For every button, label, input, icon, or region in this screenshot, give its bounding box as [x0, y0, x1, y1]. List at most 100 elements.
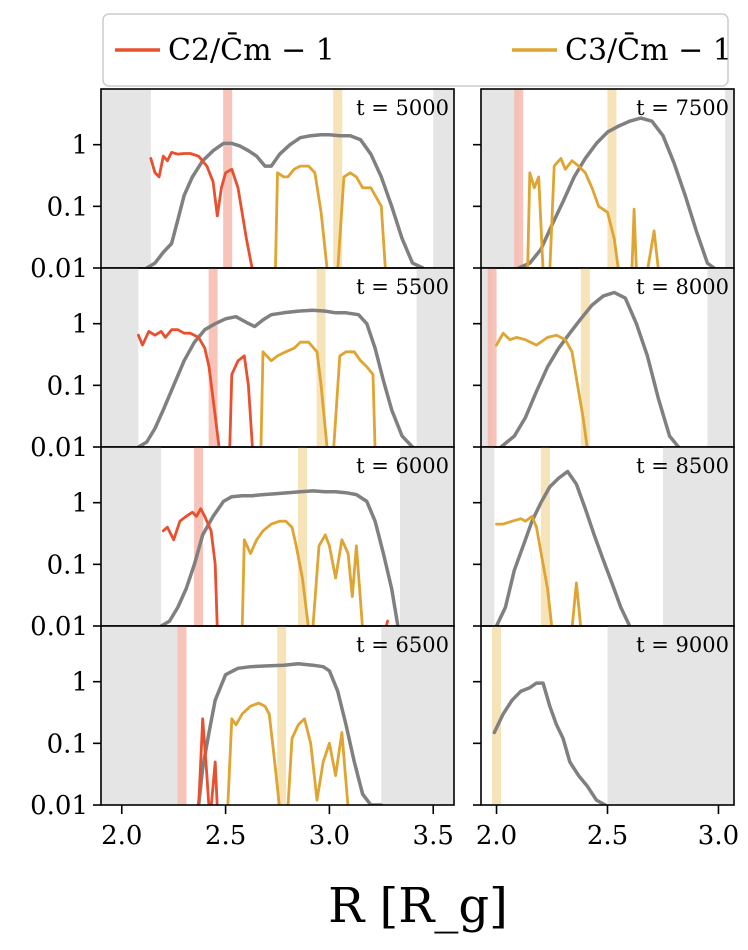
shaded-region [101, 447, 162, 626]
panel-time-label: t = 6500 [356, 633, 449, 657]
shaded-region [416, 268, 454, 447]
panel-plot-area [101, 447, 454, 626]
panel-0: 1 0.1 0.01 t = 5000 [30, 88, 455, 284]
y-tick-label: 1 [71, 310, 88, 340]
y-tick-label: 0.1 [47, 192, 88, 222]
c2-band [194, 447, 204, 626]
panel-plot-area [101, 626, 454, 805]
panel-plot-area [481, 268, 734, 447]
panel-plot-area [101, 268, 454, 447]
c2-line [149, 151, 254, 268]
panel-7: t = 9000 [473, 625, 735, 806]
shaded-region [101, 626, 178, 805]
envelope-line [494, 469, 632, 626]
x-tick-label: 2.5 [205, 821, 246, 851]
c3-band [297, 447, 307, 626]
legend: C2/C̄m − 1 C3/C̄m − 1 [102, 13, 732, 87]
panel-plot-area [101, 89, 454, 268]
c3-band [316, 268, 326, 447]
panel-plot-area [481, 89, 734, 268]
c3-band [607, 89, 617, 268]
y-tick-label: 0.01 [30, 254, 88, 284]
panel-time-label: t = 7500 [636, 96, 729, 120]
c3-band [580, 268, 590, 447]
shaded-region [607, 626, 734, 805]
c2-line [161, 507, 219, 626]
c3-line [526, 171, 545, 268]
panel-time-label: t = 5500 [356, 275, 449, 299]
c3-line [570, 581, 583, 626]
panel-3: 1 0.1 0.01 t = 6500 [30, 625, 455, 821]
shaded-region [707, 268, 734, 447]
panel-plot-area [481, 447, 734, 626]
x-tick-label: 2.5 [587, 821, 628, 851]
c3-line [286, 717, 350, 805]
shaded-region [481, 268, 493, 447]
c3-band [540, 447, 550, 626]
panel-2: 1 0.1 0.01 t = 6000 [30, 446, 455, 642]
c3-line [548, 157, 620, 268]
x-axis-label: R [R_g] [328, 878, 508, 934]
shaded-region [725, 89, 734, 268]
y-tick-label: 1 [71, 668, 88, 698]
shaded-region [481, 89, 519, 268]
shaded-region [101, 89, 151, 268]
panel-time-label: t = 5000 [356, 96, 449, 120]
panels: 1 0.1 0.01 t = 5000 1 0.1 0.01 t = 5500 1 0.1 0.01… [30, 88, 735, 821]
x-tick-label: 3.5 [413, 821, 454, 851]
y-tick-label: 0.01 [30, 612, 88, 642]
c2-band [177, 626, 187, 805]
y-tick-label: 1 [71, 131, 88, 161]
y-tick-label: 0.1 [47, 550, 88, 580]
panel-time-label: t = 9000 [636, 633, 729, 657]
y-tick-label: 0.01 [30, 433, 88, 463]
panel-frame [100, 625, 455, 806]
legend-box [102, 13, 729, 87]
envelope-line [196, 662, 384, 805]
y-tick-label: 0.1 [47, 371, 88, 401]
shaded-region [381, 626, 454, 805]
y-tick-label: 0.01 [30, 791, 88, 821]
c2-band [487, 268, 497, 447]
c3-band [333, 89, 343, 268]
shaded-region [400, 447, 454, 626]
panel-time-label: t = 8500 [636, 454, 729, 478]
c3-line [336, 171, 387, 268]
c2-band [514, 89, 524, 268]
shaded-region [101, 268, 139, 447]
c3-band [492, 626, 502, 805]
panel-6: t = 8500 [473, 446, 735, 627]
x-tick-label: 3.0 [309, 821, 350, 851]
c3-line [274, 164, 329, 268]
x-tick-label: 2.0 [101, 821, 142, 851]
c2-line [209, 760, 219, 805]
envelope-line [144, 132, 425, 268]
c2-line [137, 328, 221, 447]
c3-line [259, 340, 329, 447]
c2-line [197, 717, 211, 805]
c2-line [384, 619, 389, 626]
shaded-region [481, 447, 495, 626]
c3-line [495, 515, 554, 626]
x-axes: 2.0 2.5 3.0 3.5 2.0 2.5 3.0 [101, 805, 739, 851]
panel-time-label: t = 8000 [636, 275, 729, 299]
panel-5: t = 8000 [473, 267, 735, 448]
c3-line [630, 207, 638, 268]
legend-c2-label: C2/C̄m − 1 [168, 32, 335, 68]
panel-1: 1 0.1 0.01 t = 5500 [30, 267, 455, 463]
c3-line [240, 519, 310, 626]
x-tick-label: 2.0 [476, 821, 517, 851]
y-tick-label: 1 [71, 489, 88, 519]
c3-line [311, 533, 364, 626]
c2-band [208, 268, 218, 447]
panel-plot-area [492, 626, 734, 805]
legend-c3-label: C3/C̄m − 1 [565, 32, 732, 68]
shaded-region [433, 89, 454, 268]
envelope-line [159, 489, 400, 626]
panel-time-label: t = 6000 [356, 454, 449, 478]
c3-line [226, 701, 281, 805]
envelope-line [136, 308, 415, 447]
c3-line [495, 331, 589, 447]
x-tick-label: 3.0 [698, 821, 739, 851]
